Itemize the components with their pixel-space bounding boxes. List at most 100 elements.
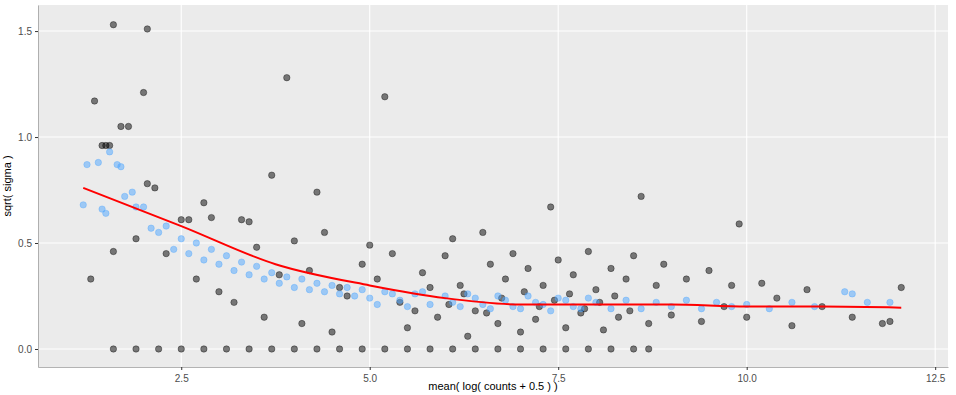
point — [555, 295, 561, 301]
point — [517, 329, 523, 335]
point — [367, 295, 373, 301]
tick-mark — [370, 367, 371, 370]
point — [600, 327, 606, 333]
point — [216, 289, 222, 295]
point — [495, 346, 501, 352]
point — [789, 322, 795, 328]
tick-label: 0.5 — [18, 238, 32, 249]
tick: 12.5 — [926, 367, 946, 384]
point — [374, 276, 380, 282]
tick-label: 0.0 — [18, 344, 32, 355]
point — [487, 261, 493, 267]
point — [804, 286, 810, 292]
point — [291, 284, 297, 290]
point — [638, 193, 644, 199]
point — [261, 314, 267, 320]
point — [193, 276, 199, 282]
point — [397, 297, 403, 303]
point — [661, 261, 667, 267]
point — [570, 272, 576, 278]
point — [163, 223, 169, 229]
chart: 2.55.07.510.012.50.00.51.01.5mean( log( … — [0, 0, 956, 395]
point — [427, 346, 433, 352]
tick-mark — [35, 243, 38, 244]
point — [623, 297, 629, 303]
tick-mark — [35, 349, 38, 350]
grid-line-x — [558, 5, 559, 367]
point — [427, 284, 433, 290]
point — [382, 346, 388, 352]
point — [144, 26, 150, 32]
point — [276, 280, 282, 286]
tick: 5.0 — [363, 367, 377, 384]
point-series — [80, 149, 893, 314]
point — [144, 180, 150, 186]
point — [668, 312, 674, 318]
grid-line-y — [38, 348, 948, 349]
tick-mark — [35, 137, 38, 138]
tick-label: 1.5 — [18, 26, 32, 37]
point — [106, 142, 112, 148]
point — [314, 346, 320, 352]
point — [404, 303, 410, 309]
point — [630, 346, 636, 352]
point — [129, 189, 135, 195]
point — [238, 259, 244, 265]
point — [887, 299, 893, 305]
point — [216, 261, 222, 267]
tick: 10.0 — [737, 367, 757, 384]
point — [404, 346, 410, 352]
point — [344, 293, 350, 299]
point — [472, 308, 478, 314]
point — [91, 98, 97, 104]
point — [638, 306, 644, 312]
point — [743, 314, 749, 320]
point — [178, 236, 184, 242]
point — [449, 346, 455, 352]
point — [178, 346, 184, 352]
point — [525, 293, 531, 299]
point — [728, 282, 734, 288]
point — [502, 276, 508, 282]
point — [140, 204, 146, 210]
grid-line-x — [746, 5, 747, 367]
point — [95, 159, 101, 165]
point — [849, 314, 855, 320]
point — [186, 250, 192, 256]
point — [336, 291, 342, 297]
grid-line-x — [369, 5, 370, 367]
point — [374, 301, 380, 307]
point — [495, 320, 501, 326]
point — [389, 291, 395, 297]
point — [736, 221, 742, 227]
point — [201, 346, 207, 352]
point — [495, 293, 501, 299]
point — [88, 276, 94, 282]
point — [578, 306, 584, 312]
point — [186, 216, 192, 222]
point — [284, 74, 290, 80]
point — [223, 346, 229, 352]
point — [683, 297, 689, 303]
point — [480, 229, 486, 235]
point — [133, 346, 139, 352]
point — [465, 291, 471, 297]
point — [645, 346, 651, 352]
point — [238, 216, 244, 222]
point — [864, 299, 870, 305]
point — [336, 284, 342, 290]
y-axis-title: sqrt( sigma ) — [1, 155, 13, 216]
point — [525, 265, 531, 271]
point — [314, 280, 320, 286]
point — [457, 282, 463, 288]
point — [110, 346, 116, 352]
point — [789, 299, 795, 305]
point — [585, 346, 591, 352]
point — [223, 253, 229, 259]
point — [106, 149, 112, 155]
point — [336, 346, 342, 352]
point — [419, 269, 425, 275]
grid-line-x — [935, 5, 936, 367]
point — [434, 314, 440, 320]
point — [276, 272, 282, 278]
